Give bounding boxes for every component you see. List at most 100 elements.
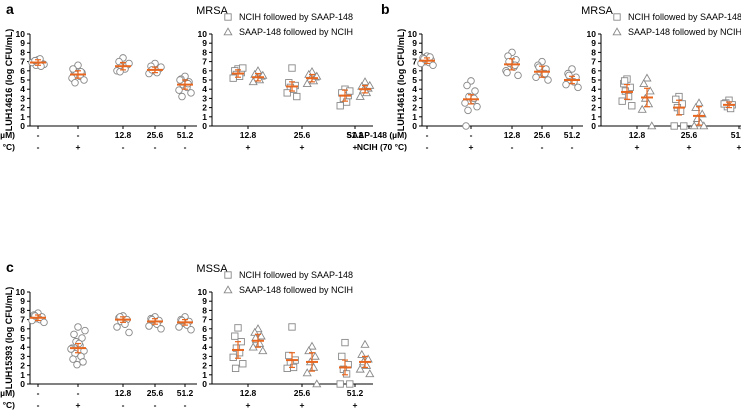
ncih-tick-label: + <box>635 142 640 152</box>
saap-tick-label: 25.6 <box>534 130 551 140</box>
ncih-tick-label: + <box>76 142 81 152</box>
data-point-square <box>342 370 351 378</box>
saap-row-label: SAAP-148 (µM) <box>0 130 15 140</box>
saap-row-label: SAAP-148 (µM) <box>346 130 407 140</box>
left-y-tick-label: 3 <box>20 351 25 361</box>
data-point-triangle <box>307 341 317 350</box>
saap-tick-label: 12.8 <box>629 130 646 140</box>
legend-label: SAAP-148 followed by NCIH <box>628 27 741 37</box>
ncih-row-label: NCIH (60 °C) <box>0 142 15 152</box>
right-y-tick-label: 5 <box>202 75 207 85</box>
data-point-square <box>342 98 351 106</box>
ncih-tick-label: + <box>469 142 474 152</box>
data-point-circle <box>471 87 479 95</box>
left-y-tick-label: 10 <box>16 29 26 39</box>
right-y-tick-label: 2 <box>202 103 207 113</box>
ncih-tick-label: + <box>76 400 81 410</box>
data-point-triangle <box>642 73 652 82</box>
legend-label: NCIH followed by SAAP-148 <box>239 12 353 22</box>
right-y-tick-label: 0 <box>202 379 207 389</box>
data-point-triangle <box>253 324 263 333</box>
right-y-tick-label: 8 <box>202 47 207 57</box>
legend-label: SAAP-148 followed by NCIH <box>239 285 353 295</box>
right-y-tick-label: 10 <box>198 29 208 39</box>
data-point-square <box>229 353 237 361</box>
data-point-circle <box>565 71 573 80</box>
data-point-square <box>670 122 678 130</box>
data-point-circle <box>473 102 481 111</box>
y-axis-label: LUH14616 (log CFU/mL) <box>4 29 14 132</box>
right-y-tick-label: 0 <box>591 121 596 131</box>
data-point-circle <box>40 318 48 327</box>
saap-tick-label: 51.2 <box>177 388 194 398</box>
data-point-square <box>231 364 240 373</box>
right-y-tick-label: 8 <box>591 47 596 57</box>
data-point-circle <box>429 61 437 70</box>
data-point-circle <box>503 68 511 77</box>
saap-tick-label: - <box>470 130 473 140</box>
data-point-square <box>346 380 354 388</box>
saap-tick-label: - <box>37 388 40 398</box>
data-point-circle <box>514 71 522 80</box>
data-point-square <box>234 324 242 332</box>
right-y-tick-label: 0 <box>202 121 207 131</box>
data-point-triangle <box>357 349 367 358</box>
right-y-tick-label: 7 <box>202 315 207 325</box>
data-point-square <box>680 122 688 130</box>
panel-title: MRSA <box>196 5 228 17</box>
data-point-circle <box>74 323 82 331</box>
ncih-tick-label: - <box>122 142 125 152</box>
right-y-tick-label: 1 <box>202 370 207 380</box>
data-point-square <box>726 104 735 113</box>
data-point-triangle <box>639 78 649 87</box>
data-point-circle <box>187 325 195 334</box>
ncih-tick-label: - <box>37 142 40 152</box>
data-point-circle <box>462 122 470 130</box>
data-point-square <box>239 360 247 368</box>
saap-tick-label: 25.6 <box>681 130 698 140</box>
data-point-square <box>341 338 349 347</box>
data-point-circle <box>532 73 540 81</box>
data-point-circle <box>467 77 475 85</box>
data-point-square <box>288 323 296 331</box>
panel-letter: a <box>6 1 14 17</box>
ncih-tick-label: + <box>353 142 358 152</box>
saap-tick-label: 25.6 <box>294 130 311 140</box>
left-y-tick-label: 0 <box>20 121 25 131</box>
data-point-triangle <box>302 78 312 87</box>
data-point-circle <box>81 326 89 335</box>
ncih-tick-label: - <box>37 400 40 410</box>
saap-tick-label: 12.8 <box>240 130 257 140</box>
right-y-tick-label: 5 <box>202 333 207 343</box>
data-point-square <box>628 102 636 110</box>
legend-label: NCIH followed by SAAP-148 <box>628 12 741 22</box>
legend-label: NCIH followed by SAAP-148 <box>239 270 353 280</box>
panel-title: MRSA <box>581 5 613 17</box>
data-point-square <box>239 64 247 72</box>
data-point-triangle <box>360 339 370 348</box>
ncih-tick-label: - <box>511 142 514 152</box>
saap-tick-label: - <box>426 130 429 140</box>
y-axis-label: LUH15393 (log CFU/mL) <box>4 287 14 390</box>
ncih-tick-label: - <box>184 400 187 410</box>
legend-triangle-icon <box>223 285 233 294</box>
data-point-square <box>336 102 344 110</box>
ncih-tick-label: + <box>246 142 251 152</box>
data-point-circle <box>145 322 153 330</box>
right-y-tick-label: 6 <box>591 66 596 76</box>
right-y-tick-label: 3 <box>591 93 596 103</box>
data-point-circle <box>175 86 183 94</box>
right-y-tick-label: 7 <box>202 57 207 67</box>
data-point-square <box>346 87 354 95</box>
ncih-tick-label: - <box>154 142 157 152</box>
data-point-circle <box>80 76 88 84</box>
right-y-tick-label: 1 <box>202 112 207 122</box>
data-point-square <box>672 95 680 103</box>
data-point-triangle <box>647 121 657 130</box>
right-y-tick-label: 3 <box>202 351 207 361</box>
saap-tick-label: 51.2 <box>177 130 194 140</box>
data-point-triangle <box>360 77 370 86</box>
right-y-tick-label: 1 <box>591 112 596 122</box>
